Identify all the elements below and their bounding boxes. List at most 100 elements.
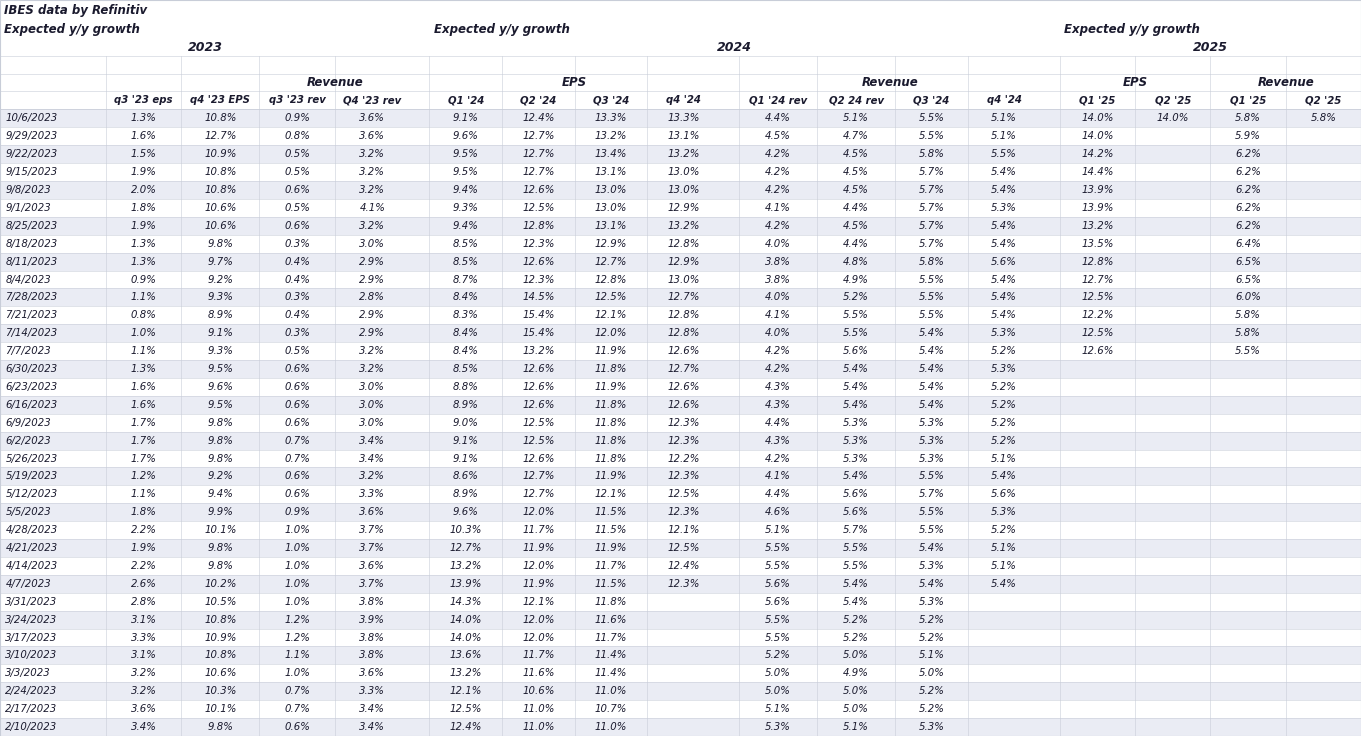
Text: 12.3%: 12.3%	[523, 275, 554, 285]
Text: 5.4%: 5.4%	[991, 311, 1017, 320]
Text: 13.2%: 13.2%	[667, 149, 700, 159]
Text: 9.0%: 9.0%	[453, 418, 479, 428]
Text: 1.1%: 1.1%	[284, 651, 310, 660]
Text: 12.7%: 12.7%	[523, 489, 554, 499]
Text: 11.6%: 11.6%	[595, 615, 627, 625]
Text: 0.6%: 0.6%	[284, 382, 310, 392]
Text: 5.0%: 5.0%	[844, 651, 870, 660]
Text: 6/23/2023: 6/23/2023	[5, 382, 57, 392]
Text: 3.6%: 3.6%	[359, 561, 385, 571]
Text: 5.5%: 5.5%	[844, 543, 870, 553]
Text: 9.2%: 9.2%	[207, 472, 233, 481]
Text: 9.4%: 9.4%	[207, 489, 233, 499]
Text: 11.7%: 11.7%	[523, 651, 554, 660]
Text: 10.6%: 10.6%	[204, 203, 237, 213]
Text: 9.5%: 9.5%	[453, 149, 479, 159]
Text: 5.6%: 5.6%	[844, 346, 870, 356]
Text: 4.5%: 4.5%	[844, 221, 870, 231]
Text: Revenue: Revenue	[862, 76, 919, 89]
Text: 6.4%: 6.4%	[1236, 238, 1262, 249]
Text: 11.8%: 11.8%	[595, 453, 627, 464]
Text: 1.2%: 1.2%	[131, 472, 157, 481]
Text: 9.5%: 9.5%	[207, 400, 233, 410]
Bar	[0, 539, 1361, 557]
Text: Expected y/y growth: Expected y/y growth	[434, 23, 569, 35]
Text: 12.5%: 12.5%	[1081, 328, 1113, 339]
Text: 0.3%: 0.3%	[284, 292, 310, 302]
Text: 13.9%: 13.9%	[449, 578, 482, 589]
Text: 1.5%: 1.5%	[131, 149, 157, 159]
Text: 4.2%: 4.2%	[765, 221, 791, 231]
Text: 14.2%: 14.2%	[1081, 149, 1113, 159]
Text: 3.8%: 3.8%	[359, 597, 385, 606]
Bar	[0, 629, 1361, 646]
Text: 12.5%: 12.5%	[523, 418, 554, 428]
Text: 9.9%: 9.9%	[207, 507, 233, 517]
Text: 5.3%: 5.3%	[844, 453, 870, 464]
Text: 13.2%: 13.2%	[667, 221, 700, 231]
Text: 0.6%: 0.6%	[284, 472, 310, 481]
Text: 3.7%: 3.7%	[359, 525, 385, 535]
Text: 12.6%: 12.6%	[667, 382, 700, 392]
Text: 3.1%: 3.1%	[131, 651, 157, 660]
Text: 6.2%: 6.2%	[1236, 185, 1262, 195]
Text: 12.3%: 12.3%	[667, 578, 700, 589]
Text: Q2 '24: Q2 '24	[520, 95, 557, 105]
Text: 12.5%: 12.5%	[595, 292, 627, 302]
Text: 14.0%: 14.0%	[1081, 113, 1113, 124]
Text: 5.1%: 5.1%	[844, 722, 870, 732]
Text: 5.1%: 5.1%	[765, 525, 791, 535]
Text: 1.0%: 1.0%	[284, 525, 310, 535]
Text: 5.8%: 5.8%	[1236, 311, 1262, 320]
Text: 9.8%: 9.8%	[207, 543, 233, 553]
Text: 9.8%: 9.8%	[207, 436, 233, 445]
Text: EPS: EPS	[562, 76, 587, 89]
Text: 14.5%: 14.5%	[523, 292, 554, 302]
Bar	[0, 700, 1361, 718]
Text: 0.6%: 0.6%	[284, 418, 310, 428]
Text: 0.9%: 0.9%	[284, 113, 310, 124]
Text: 9.1%: 9.1%	[207, 328, 233, 339]
Text: 7/7/2023: 7/7/2023	[5, 346, 52, 356]
Text: 9.4%: 9.4%	[453, 185, 479, 195]
Text: 3.2%: 3.2%	[359, 472, 385, 481]
Text: 12.5%: 12.5%	[667, 489, 700, 499]
Text: 1.0%: 1.0%	[284, 578, 310, 589]
Text: q4 '23 EPS: q4 '23 EPS	[191, 95, 250, 105]
Text: 13.9%: 13.9%	[1081, 185, 1113, 195]
Text: 12.7%: 12.7%	[523, 472, 554, 481]
Text: 5.4%: 5.4%	[991, 472, 1017, 481]
Text: 5.2%: 5.2%	[991, 418, 1017, 428]
Text: 14.4%: 14.4%	[1081, 167, 1113, 177]
Bar	[0, 235, 1361, 252]
Text: 1.6%: 1.6%	[131, 131, 157, 141]
Text: 1.7%: 1.7%	[131, 436, 157, 445]
Text: 12.6%: 12.6%	[523, 364, 554, 374]
Text: 0.6%: 0.6%	[284, 489, 310, 499]
Text: 5.3%: 5.3%	[919, 418, 945, 428]
Text: 5.4%: 5.4%	[844, 400, 870, 410]
Text: 0.6%: 0.6%	[284, 722, 310, 732]
Text: 3.6%: 3.6%	[359, 507, 385, 517]
Text: 9.8%: 9.8%	[207, 561, 233, 571]
Text: 3.6%: 3.6%	[359, 668, 385, 679]
Text: 3.4%: 3.4%	[359, 453, 385, 464]
Text: 13.0%: 13.0%	[667, 185, 700, 195]
Text: Revenue: Revenue	[306, 76, 363, 89]
Text: 12.1%: 12.1%	[449, 686, 482, 696]
Text: 5.5%: 5.5%	[765, 561, 791, 571]
Text: 9/1/2023: 9/1/2023	[5, 203, 52, 213]
Text: 4.1%: 4.1%	[765, 472, 791, 481]
Text: 11.0%: 11.0%	[523, 704, 554, 714]
Text: 9/29/2023: 9/29/2023	[5, 131, 57, 141]
Text: 5.4%: 5.4%	[844, 382, 870, 392]
Text: 9/22/2023: 9/22/2023	[5, 149, 57, 159]
Text: 9.7%: 9.7%	[207, 257, 233, 266]
Text: 6.0%: 6.0%	[1236, 292, 1262, 302]
Text: 14.0%: 14.0%	[1157, 113, 1190, 124]
Text: 2.9%: 2.9%	[359, 257, 385, 266]
Text: 5.2%: 5.2%	[765, 651, 791, 660]
Text: 12.8%: 12.8%	[667, 311, 700, 320]
Text: 8.8%: 8.8%	[453, 382, 479, 392]
Text: 6.2%: 6.2%	[1236, 149, 1262, 159]
